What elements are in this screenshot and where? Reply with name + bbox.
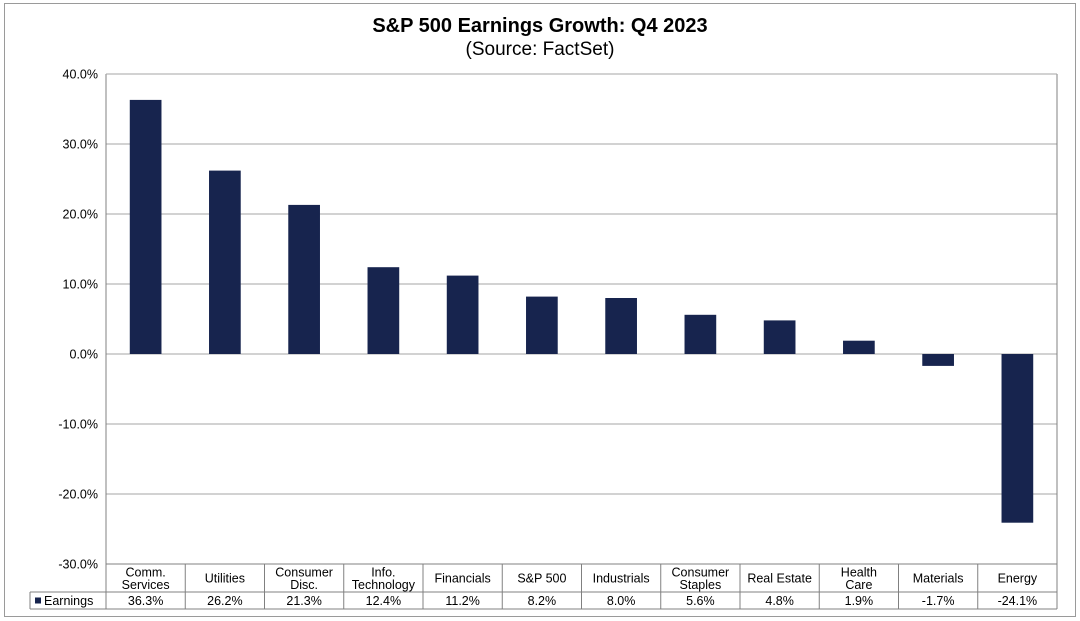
chart-title: S&P 500 Earnings Growth: Q4 2023 — [372, 15, 707, 37]
bar — [1001, 354, 1034, 523]
category-label-line: Consumer — [275, 565, 333, 579]
category-label-line: Consumer — [672, 565, 730, 579]
category-label: Industrials — [593, 572, 650, 586]
data-value-label: 5.6% — [686, 594, 715, 608]
bar — [446, 275, 479, 354]
category-label: Consumer Staples — [672, 565, 730, 592]
data-value-label: 26.2% — [207, 594, 242, 608]
bar — [288, 204, 320, 354]
y-tick-label: 0.0% — [70, 348, 99, 362]
category-label: Real Estate — [747, 572, 812, 586]
category-label: Materials — [913, 572, 964, 586]
category-label-line: Staples — [680, 578, 722, 592]
category-label-line: S&P 500 — [517, 572, 566, 586]
bar — [922, 354, 954, 366]
category-label-line: Services — [122, 578, 170, 592]
category-label-line: Materials — [913, 572, 964, 586]
category-label: Consumer Disc. — [275, 565, 333, 592]
bar — [843, 340, 875, 354]
data-table: Comm. Services Utilities Consumer Disc.Info.… — [29, 564, 1057, 610]
y-tick-label: -20.0% — [58, 488, 98, 502]
category-label: S&P 500 — [517, 572, 566, 586]
bar — [763, 320, 796, 354]
chart-subtitle: (Source: FactSet) — [466, 39, 615, 60]
category-label-line: Energy — [998, 572, 1038, 586]
legend-label: Earnings — [44, 594, 93, 608]
bar — [605, 298, 637, 354]
category-label: Energy — [998, 572, 1038, 586]
axes — [105, 73, 1058, 609]
bar — [129, 99, 162, 355]
gridlines — [106, 73, 1057, 495]
data-value-label: 8.0% — [607, 594, 636, 608]
data-value-label: -1.7% — [922, 594, 955, 608]
data-value-label: 21.3% — [286, 594, 321, 608]
y-tick-label: 20.0% — [63, 208, 98, 222]
category-label: Health Care — [841, 565, 877, 592]
category-label-line: Technology — [352, 578, 416, 592]
category-label-line: Disc. — [290, 578, 318, 592]
bars — [129, 99, 1034, 523]
data-value-label: 8.2% — [528, 594, 557, 608]
category-label-line: Utilities — [205, 572, 245, 586]
category-label-line: Info. — [371, 565, 395, 579]
y-axis-ticks: 40.0% 30.0% 20.0% 10.0% 0.0% -10.0% -20.0% -30.… — [58, 68, 98, 572]
bar — [367, 267, 400, 354]
y-tick-label: -30.0% — [58, 558, 98, 572]
y-tick-label: 10.0% — [63, 278, 98, 292]
bar — [526, 296, 558, 354]
category-label: Utilities — [205, 572, 245, 586]
category-label: Financials — [434, 572, 490, 586]
category-label-line: Comm. — [125, 565, 165, 579]
category-label: Comm. Services — [122, 565, 170, 592]
y-tick-label: 40.0% — [63, 68, 98, 82]
y-tick-label: -10.0% — [58, 418, 98, 432]
legend-swatch — [35, 597, 41, 604]
category-label: Info. Technology — [352, 565, 416, 592]
category-label-line: Financials — [434, 572, 490, 586]
data-value-label: 11.2% — [445, 594, 480, 608]
data-value-label: -24.1% — [998, 594, 1038, 608]
data-value-label: 1.9% — [845, 594, 874, 608]
bar — [684, 314, 717, 354]
category-label-line: Industrials — [593, 572, 650, 586]
data-value-label: 36.3% — [128, 594, 163, 608]
data-value-label: 4.8% — [765, 594, 794, 608]
category-label-line: Health — [841, 565, 877, 579]
category-label-line: Care — [845, 578, 872, 592]
bar — [209, 170, 241, 354]
y-tick-label: 30.0% — [63, 138, 98, 152]
category-label-line: Real Estate — [747, 572, 812, 586]
data-value-label: 12.4% — [366, 594, 401, 608]
